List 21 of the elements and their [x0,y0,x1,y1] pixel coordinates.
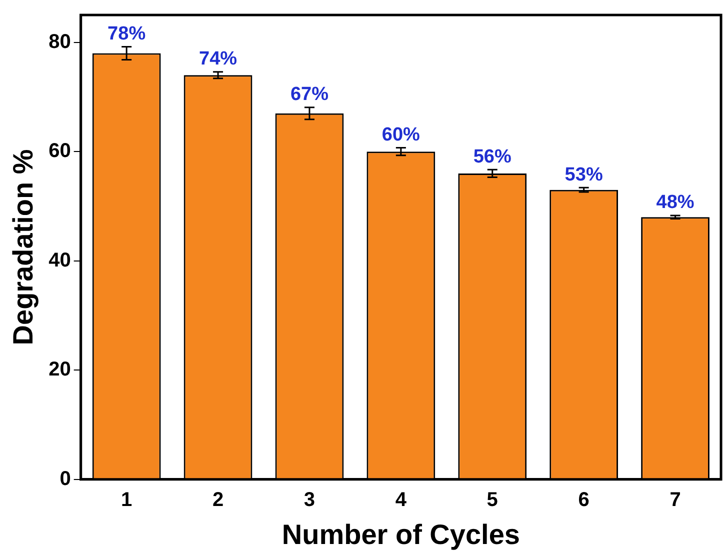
x-tick-label: 1 [121,488,132,511]
x-tick-label: 3 [304,488,316,511]
y-tick-label: 60 [48,140,71,162]
data-label: 48% [656,192,694,214]
x-tick-label: 4 [395,488,408,511]
x-tick-label: 5 [486,488,498,511]
x-tick-label: 6 [578,488,590,511]
y-tick-label: 40 [48,249,71,272]
y-axis-title: Degradation % [8,149,39,346]
y-tick-label: 20 [48,358,71,381]
y-tick-label: 0 [60,468,71,490]
data-label: 53% [564,164,603,186]
y-tick-label: 80 [48,30,71,53]
x-axis-title: Number of Cycles [282,518,520,550]
x-tick-label: 7 [670,488,681,511]
data-label: 56% [473,146,512,168]
data-label: 67% [290,84,329,106]
x-tick-label: 2 [212,488,224,511]
data-label: 78% [108,23,146,44]
data-label: 74% [199,48,238,70]
data-label: 60% [382,124,420,146]
